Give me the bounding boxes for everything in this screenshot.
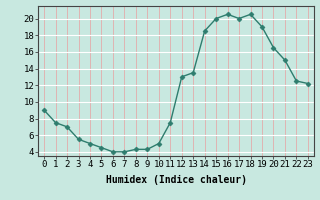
X-axis label: Humidex (Indice chaleur): Humidex (Indice chaleur)	[106, 175, 246, 185]
